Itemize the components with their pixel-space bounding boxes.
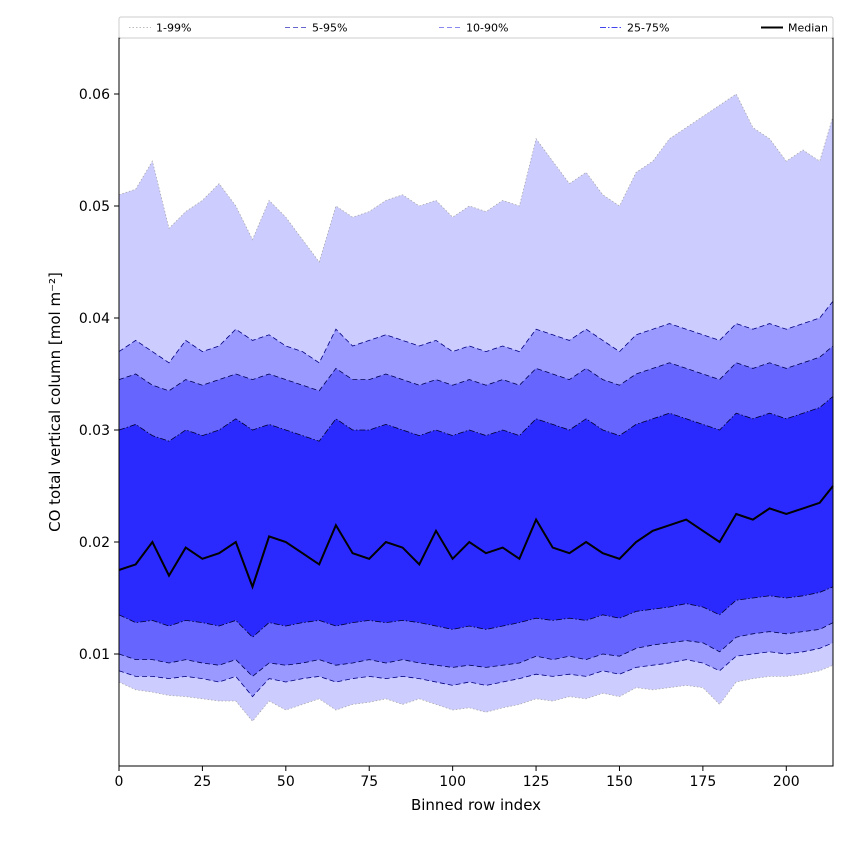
x-tick-label: 75 xyxy=(360,774,378,790)
y-tick-label: 0.03 xyxy=(79,423,110,439)
legend-label: 10-90% xyxy=(466,22,508,35)
legend-box xyxy=(118,16,834,39)
y-axis-title: CO total vertical column [mol m⁻²] xyxy=(46,272,64,532)
x-axis-title: Binned row index xyxy=(411,796,541,814)
x-tick-label: 50 xyxy=(277,774,295,790)
x-tick-label: 25 xyxy=(193,774,211,790)
band-5-95%-upper-edge xyxy=(118,300,834,364)
y-tick-label: 0.06 xyxy=(79,87,110,103)
bands-layer xyxy=(118,93,834,722)
y-tick-label: 0.01 xyxy=(79,647,110,663)
y-tick-label: 0.05 xyxy=(79,199,110,215)
legend-label: 1-99% xyxy=(156,22,191,35)
band-25-75% xyxy=(119,396,833,638)
x-tick-label: 175 xyxy=(690,774,717,790)
band-1-99%-lower-edge xyxy=(118,664,834,722)
band-10-90%-lower-edge xyxy=(118,622,834,677)
median-layer xyxy=(118,485,834,590)
x-tick-label: 0 xyxy=(115,774,124,790)
series-median-line xyxy=(118,485,834,590)
legend-label: 5-95% xyxy=(312,22,347,35)
band-10-90%-upper-edge xyxy=(118,345,834,392)
legend-label: 25-75% xyxy=(627,22,669,35)
y-tick-label: 0.02 xyxy=(79,535,110,551)
x-tick-label: 100 xyxy=(439,774,466,790)
ticks-layer: 0 25 50 75 100 125 150 175 200 0.01 0.02 0.03 0.04 0.… xyxy=(79,87,800,790)
band-1-99%-upper-edge xyxy=(118,93,834,263)
legend: 1-99% 5-95% 10-90% 25-75% Median xyxy=(118,16,834,39)
x-tick-label: 125 xyxy=(523,774,550,790)
y-tick-label: 0.04 xyxy=(79,311,110,327)
band-5-95%-lower-edge xyxy=(118,642,834,698)
x-tick-label: 150 xyxy=(606,774,633,790)
x-tick-label: 200 xyxy=(773,774,800,790)
band-25-75%-lower-edge xyxy=(118,586,834,638)
band-25-75%-upper-edge xyxy=(118,396,834,442)
legend-label: Median xyxy=(788,22,828,35)
